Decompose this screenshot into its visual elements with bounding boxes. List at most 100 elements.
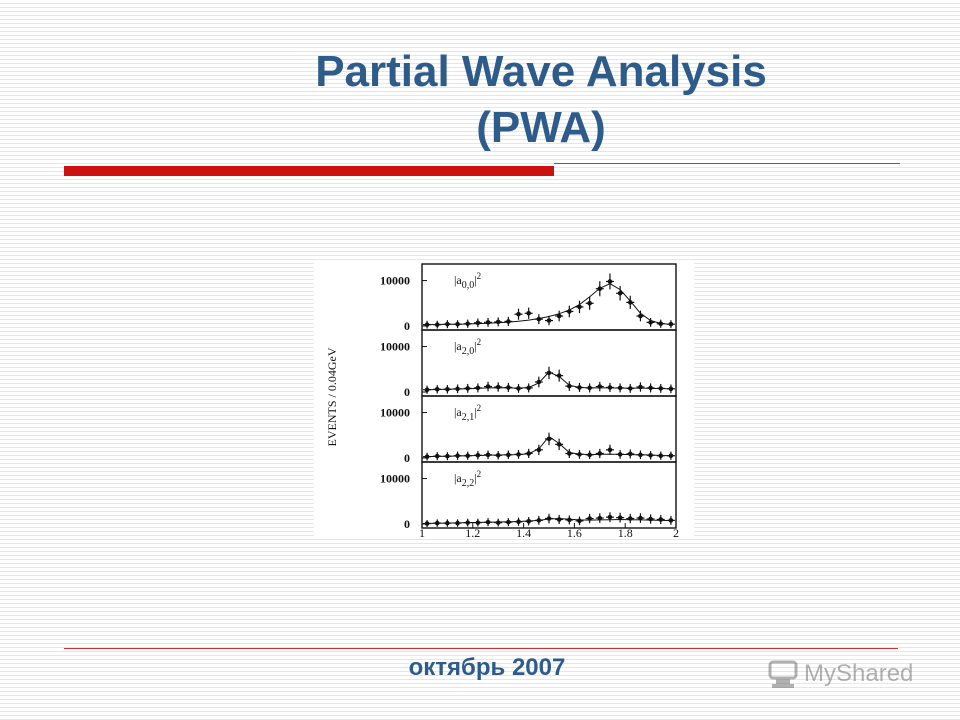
data-point <box>627 386 633 391</box>
data-point <box>526 310 531 316</box>
data-point <box>597 451 603 456</box>
data-point <box>617 452 623 457</box>
slide-title-line1: Partial Wave Analysis <box>315 47 767 96</box>
data-point <box>567 451 572 456</box>
data-point <box>445 453 450 459</box>
data-point <box>506 519 511 525</box>
data-point <box>617 385 623 391</box>
data-point <box>424 322 430 327</box>
data-point <box>638 313 643 319</box>
data-point <box>485 384 491 389</box>
data-point <box>648 320 653 325</box>
data-point <box>495 520 501 525</box>
data-point <box>617 290 623 296</box>
data-point <box>506 319 511 324</box>
title-divider-line <box>554 163 900 164</box>
data-point <box>546 370 552 376</box>
data-point <box>658 386 664 391</box>
data-point <box>506 452 511 458</box>
data-point <box>536 379 542 385</box>
data-point <box>536 447 542 453</box>
data-point <box>587 300 592 306</box>
data-point <box>465 520 471 525</box>
data-point <box>607 279 613 284</box>
watermark-text: MyShared <box>804 660 914 687</box>
data-point <box>546 436 552 442</box>
data-point <box>536 316 542 322</box>
data-point <box>495 384 501 390</box>
data-point <box>658 453 664 459</box>
data-point <box>638 384 643 390</box>
data-point <box>455 386 460 392</box>
y-tick-label: 10000 <box>380 406 410 420</box>
y-tick-label: 10000 <box>380 472 410 486</box>
data-point <box>668 386 674 392</box>
data-point <box>668 321 674 327</box>
data-point <box>495 319 501 325</box>
data-point <box>587 516 592 521</box>
footer-date: октябрь 2007 <box>408 654 566 681</box>
data-point <box>475 385 481 391</box>
data-point <box>465 321 471 327</box>
y-tick-label: 0 <box>404 319 410 333</box>
data-point <box>445 386 450 392</box>
panel-label: |a2,2|2 <box>454 469 481 489</box>
title-underline-bar <box>64 166 554 176</box>
data-point <box>465 453 471 459</box>
data-point <box>567 383 572 389</box>
data-point <box>546 516 552 521</box>
slide-title-line2: (PWA) <box>476 103 606 152</box>
data-point <box>516 452 521 457</box>
data-point <box>587 452 592 458</box>
data-point <box>455 453 460 459</box>
data-point <box>526 451 531 456</box>
data-point <box>434 386 440 392</box>
y-axis-label: EVENTS / 0.04GeV <box>325 347 339 446</box>
data-point <box>455 520 460 526</box>
data-point <box>627 300 633 305</box>
y-tick-label: 10000 <box>380 274 410 288</box>
x-tick-label: 1.6 <box>567 526 582 538</box>
data-point <box>577 385 582 390</box>
data-point <box>465 386 471 391</box>
data-point <box>668 453 674 459</box>
data-point <box>536 518 542 523</box>
data-point <box>607 385 613 390</box>
slide-title: Partial Wave Analysis (PWA) <box>0 44 960 156</box>
panel-label: |a2,1|2 <box>454 403 481 423</box>
data-point <box>434 453 440 459</box>
data-point <box>607 447 613 453</box>
data-point <box>658 517 664 522</box>
y-tick-label: 10000 <box>380 340 410 354</box>
data-point <box>526 385 531 391</box>
data-point <box>617 515 623 520</box>
data-point <box>485 320 491 325</box>
data-point <box>638 452 643 458</box>
data-point <box>485 519 491 525</box>
x-tick-label: 1.8 <box>618 526 633 538</box>
data-point <box>627 451 633 457</box>
data-point <box>424 387 430 393</box>
data-point <box>434 322 440 327</box>
data-point <box>607 514 613 520</box>
data-point <box>475 520 481 525</box>
data-point <box>475 452 481 458</box>
data-point <box>495 452 501 458</box>
data-point <box>445 520 450 526</box>
x-tick-label: 2 <box>673 526 679 538</box>
data-point <box>455 321 460 327</box>
footer-divider-line <box>64 648 898 649</box>
x-tick-label: 1.4 <box>516 526 531 538</box>
pwa-chart: EVENTS / 0.04GeV 10000 0 |a0,0|2 10000 0 |a2,0… <box>325 263 679 540</box>
data-point <box>516 311 521 317</box>
data-point <box>546 318 552 323</box>
panel-label: |a0,0|2 <box>454 271 481 291</box>
data-point <box>556 313 562 319</box>
y-tick-label: 0 <box>404 517 410 531</box>
data-point <box>556 517 562 522</box>
data-point <box>445 321 450 327</box>
data-point <box>556 373 562 378</box>
data-point <box>627 516 633 521</box>
data-point <box>516 386 521 391</box>
watermark: MyShared <box>766 656 913 692</box>
